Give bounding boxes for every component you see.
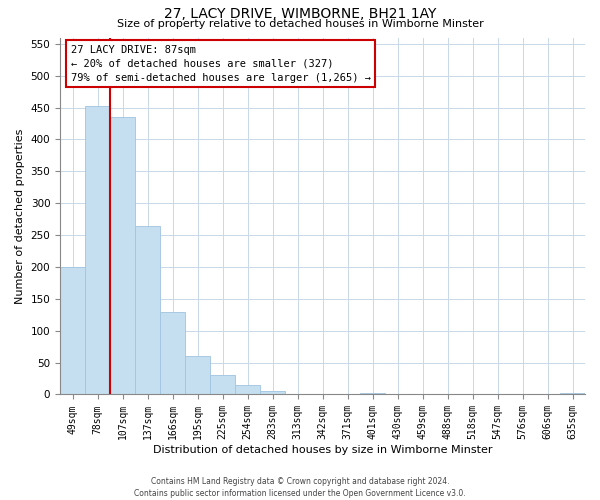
Y-axis label: Number of detached properties: Number of detached properties xyxy=(15,128,25,304)
Bar xyxy=(360,393,385,394)
Bar xyxy=(235,385,260,394)
Bar xyxy=(110,117,135,394)
Bar xyxy=(185,356,210,395)
Bar xyxy=(260,392,285,394)
Bar xyxy=(60,267,85,394)
Text: 27 LACY DRIVE: 87sqm
← 20% of detached houses are smaller (327)
79% of semi-deta: 27 LACY DRIVE: 87sqm ← 20% of detached h… xyxy=(71,44,371,82)
X-axis label: Distribution of detached houses by size in Wimborne Minster: Distribution of detached houses by size … xyxy=(153,445,492,455)
Text: 27, LACY DRIVE, WIMBORNE, BH21 1AY: 27, LACY DRIVE, WIMBORNE, BH21 1AY xyxy=(164,8,436,22)
Text: Size of property relative to detached houses in Wimborne Minster: Size of property relative to detached ho… xyxy=(116,19,484,29)
Bar xyxy=(560,392,585,394)
Text: Contains HM Land Registry data © Crown copyright and database right 2024.
Contai: Contains HM Land Registry data © Crown c… xyxy=(134,476,466,498)
Bar xyxy=(160,312,185,394)
Bar xyxy=(85,106,110,395)
Bar xyxy=(210,376,235,394)
Bar xyxy=(135,226,160,394)
